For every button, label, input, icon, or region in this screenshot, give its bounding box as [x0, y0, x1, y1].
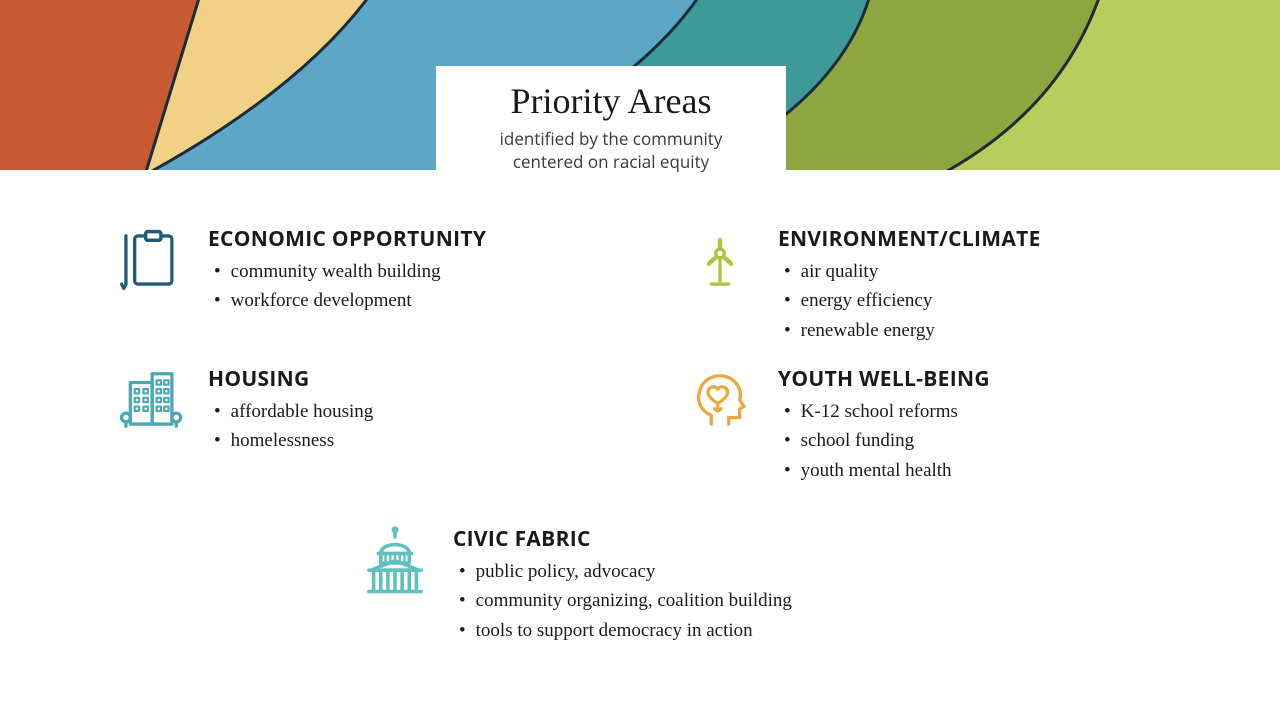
head-heart-icon — [680, 365, 760, 445]
list-item: workforce development — [208, 286, 486, 315]
page-subtitle: identified by the community centered on … — [456, 128, 766, 174]
list-item: tools to support democracy in action — [453, 616, 792, 645]
card-youth-wellbeing: YOUTH WELL-BEING K-12 school reforms sch… — [680, 365, 1160, 485]
list-civic: public policy, advocacy community organi… — [453, 557, 792, 645]
heading-civic: CIVIC FABRIC — [453, 525, 792, 553]
capitol-icon — [355, 525, 435, 605]
list-item: affordable housing — [208, 397, 373, 426]
list-item: youth mental health — [778, 456, 990, 485]
card-civic-fabric: CIVIC FABRIC public policy, advocacy com… — [355, 525, 975, 645]
card-economic-opportunity: ECONOMIC OPPORTUNITY community wealth bu… — [110, 225, 590, 316]
subtitle-line-2: centered on racial equity — [513, 150, 709, 173]
wind-turbine-icon — [680, 225, 760, 305]
buildings-icon — [110, 365, 190, 445]
card-environment-climate: ENVIRONMENT/CLIMATE air quality energy e… — [680, 225, 1160, 345]
card-housing: HOUSING affordable housing homelessness — [110, 365, 590, 456]
list-item: renewable energy — [778, 316, 1041, 345]
list-economic: community wealth building workforce deve… — [208, 257, 486, 316]
list-item: K-12 school reforms — [778, 397, 990, 426]
list-item: homelessness — [208, 426, 373, 455]
heading-youth: YOUTH WELL-BEING — [778, 365, 990, 393]
list-youth: K-12 school reforms school funding youth… — [778, 397, 990, 485]
title-box: Priority Areas identified by the communi… — [436, 66, 786, 192]
clipboard-icon — [110, 225, 190, 305]
list-item: energy efficiency — [778, 286, 1041, 315]
list-item: community wealth building — [208, 257, 486, 286]
heading-housing: HOUSING — [208, 365, 373, 393]
heading-environment: ENVIRONMENT/CLIMATE — [778, 225, 1041, 253]
list-housing: affordable housing homelessness — [208, 397, 373, 456]
list-item: school funding — [778, 426, 990, 455]
page-title: Priority Areas — [456, 80, 766, 122]
decorative-banner: Priority Areas identified by the communi… — [0, 0, 1280, 170]
subtitle-line-1: identified by the community — [500, 127, 723, 150]
list-item: community organizing, coalition building — [453, 586, 792, 615]
list-item: public policy, advocacy — [453, 557, 792, 586]
heading-economic: ECONOMIC OPPORTUNITY — [208, 225, 486, 253]
list-environment: air quality energy efficiency renewable … — [778, 257, 1041, 345]
list-item: air quality — [778, 257, 1041, 286]
